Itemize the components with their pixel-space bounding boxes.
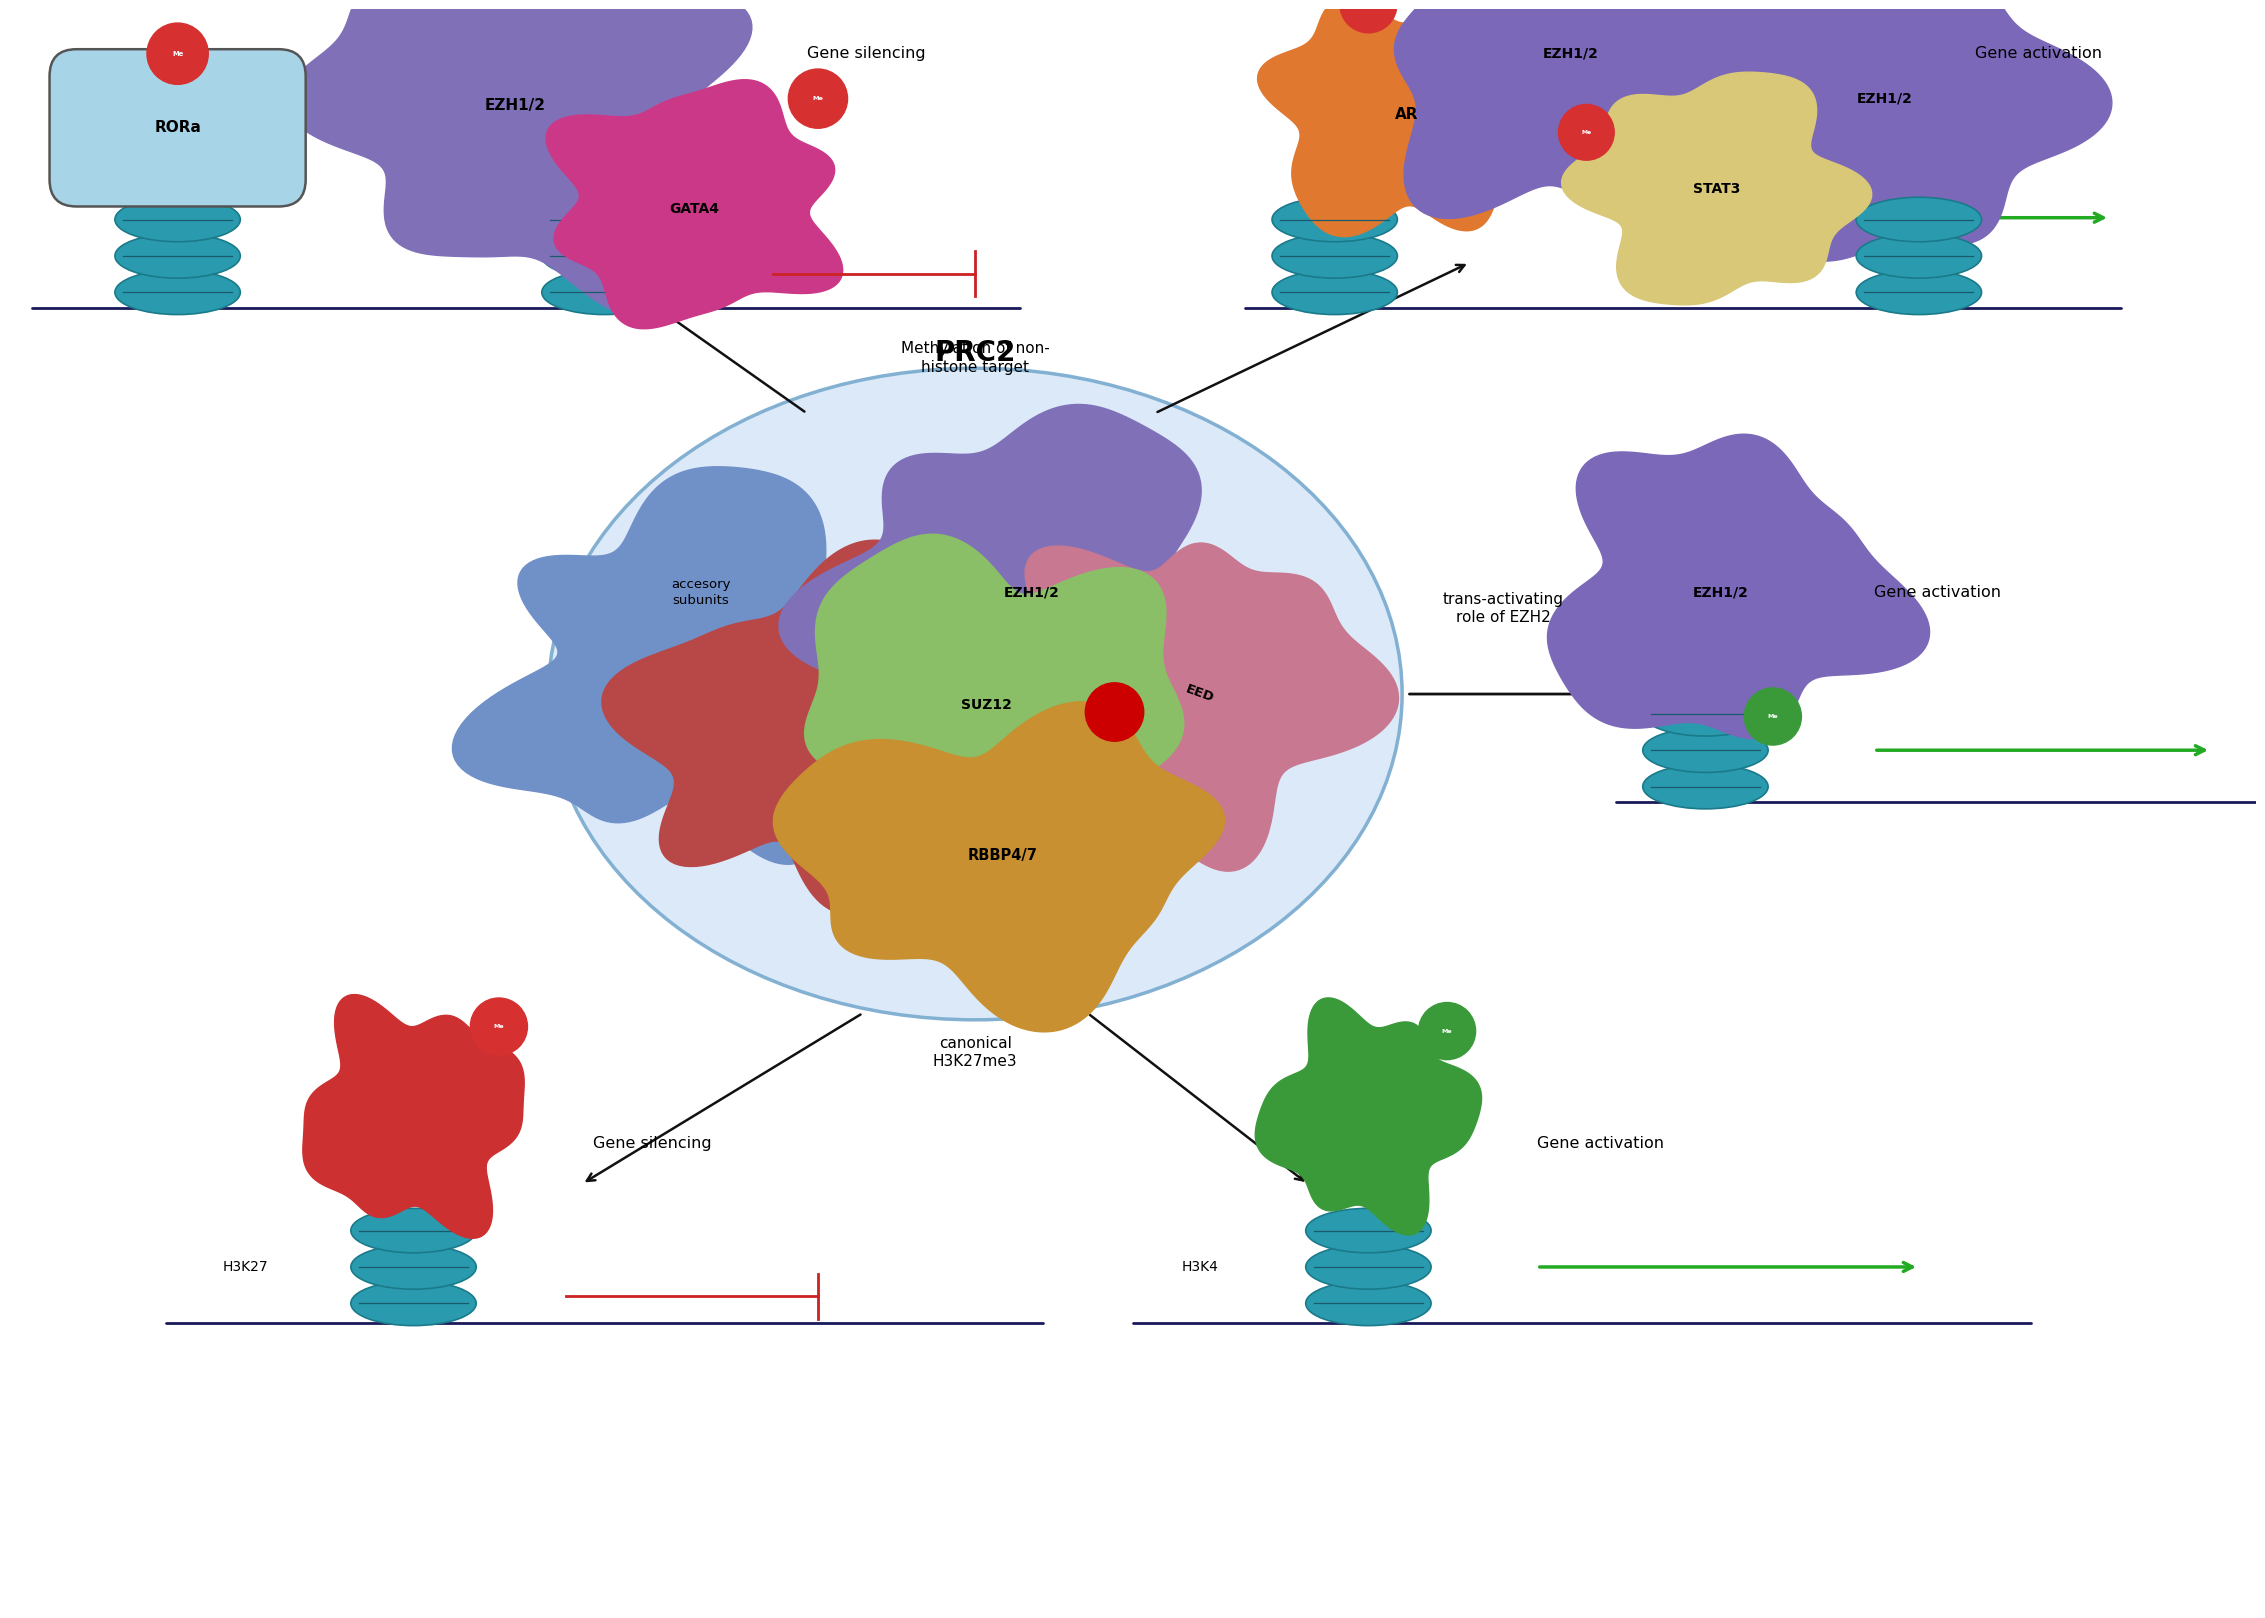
Polygon shape (1255, 998, 1481, 1235)
Circle shape (788, 70, 847, 128)
Ellipse shape (1273, 233, 1398, 278)
Text: Me: Me (172, 50, 183, 57)
Polygon shape (602, 540, 1019, 914)
Ellipse shape (116, 233, 240, 278)
Circle shape (1744, 688, 1801, 744)
Circle shape (147, 23, 208, 84)
Ellipse shape (1305, 1209, 1431, 1252)
Text: Me: Me (813, 95, 824, 102)
Polygon shape (779, 404, 1248, 780)
Polygon shape (1026, 544, 1398, 870)
Ellipse shape (116, 270, 240, 314)
Text: Gene activation: Gene activation (1538, 1136, 1665, 1150)
Polygon shape (546, 79, 843, 328)
Text: EZH1/2: EZH1/2 (1542, 47, 1599, 61)
Ellipse shape (1857, 270, 1982, 314)
Text: GATA4: GATA4 (670, 202, 720, 215)
Text: H3K4: H3K4 (1182, 1260, 1219, 1273)
Ellipse shape (1273, 197, 1398, 241)
Circle shape (1341, 0, 1398, 32)
Circle shape (1418, 1003, 1475, 1060)
Ellipse shape (1857, 233, 1982, 278)
Ellipse shape (1642, 728, 1769, 772)
Text: EZH1/2: EZH1/2 (485, 97, 546, 113)
Polygon shape (1257, 0, 1556, 236)
Ellipse shape (351, 1209, 476, 1252)
Text: Methylation of non-
histone target: Methylation of non- histone target (901, 341, 1049, 375)
Polygon shape (1708, 0, 2111, 260)
Text: Gene silencing: Gene silencing (806, 47, 926, 61)
Ellipse shape (116, 197, 240, 241)
FancyBboxPatch shape (50, 49, 306, 207)
Text: SUZ12: SUZ12 (960, 699, 1012, 712)
Text: RBBP4/7: RBBP4/7 (967, 848, 1037, 864)
Text: canonical
H3K27me3: canonical H3K27me3 (933, 1036, 1017, 1069)
Ellipse shape (1642, 764, 1769, 809)
Ellipse shape (541, 270, 668, 314)
Text: EZH1/2: EZH1/2 (1694, 586, 1749, 600)
Text: AR: AR (1395, 107, 1418, 121)
Polygon shape (1395, 0, 1762, 218)
Text: Me: Me (494, 1024, 505, 1029)
Text: EZH1/2: EZH1/2 (1003, 586, 1060, 600)
Ellipse shape (1305, 1244, 1431, 1290)
Text: PRC2: PRC2 (935, 338, 1017, 367)
Circle shape (1085, 683, 1144, 741)
Text: RORa: RORa (154, 120, 202, 136)
Polygon shape (772, 702, 1225, 1032)
Text: Gene silencing: Gene silencing (593, 1136, 711, 1150)
Text: trans-activating
role of EZH2: trans-activating role of EZH2 (1443, 592, 1563, 626)
Ellipse shape (548, 369, 1402, 1019)
Ellipse shape (1857, 197, 1982, 241)
Polygon shape (453, 466, 931, 864)
Text: STAT3: STAT3 (1692, 181, 1740, 196)
Text: Gene activation: Gene activation (1975, 47, 2102, 61)
Ellipse shape (351, 1244, 476, 1290)
Ellipse shape (351, 1281, 476, 1325)
Ellipse shape (1642, 691, 1769, 736)
Polygon shape (285, 0, 752, 319)
Circle shape (1558, 105, 1615, 160)
Text: Gene activation: Gene activation (1873, 586, 2000, 600)
Polygon shape (1561, 73, 1871, 304)
Text: Me: Me (1767, 714, 1778, 718)
Polygon shape (804, 534, 1185, 906)
Circle shape (471, 998, 528, 1055)
Text: accesory
subunits: accesory subunits (670, 578, 732, 607)
Ellipse shape (541, 233, 668, 278)
Text: Me: Me (1443, 1029, 1452, 1034)
Ellipse shape (1273, 270, 1398, 314)
Polygon shape (1547, 434, 1930, 739)
Text: EZH1/2: EZH1/2 (1857, 92, 1914, 105)
Text: EED: EED (1185, 683, 1216, 705)
Polygon shape (304, 995, 523, 1238)
Text: Me: Me (1581, 129, 1592, 134)
Ellipse shape (1305, 1281, 1431, 1325)
Text: H3K27: H3K27 (222, 1260, 267, 1273)
Ellipse shape (541, 197, 668, 241)
Text: Me: Me (1364, 2, 1375, 6)
